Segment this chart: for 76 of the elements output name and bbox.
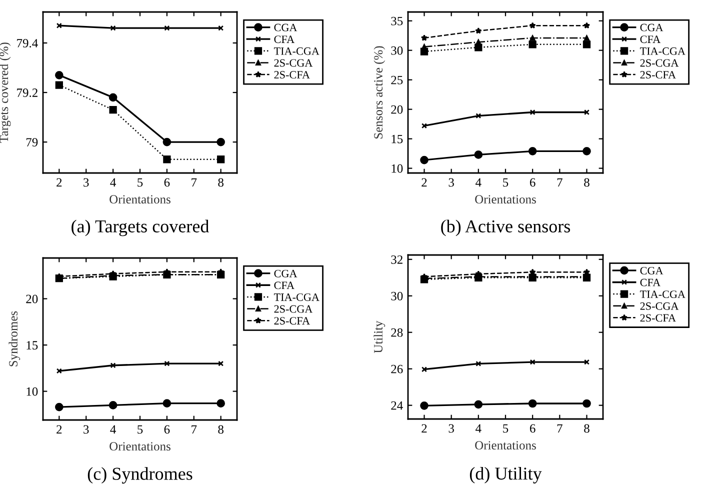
y-tick-label: 35 (391, 16, 403, 26)
legend-label: CFA (274, 282, 295, 290)
x-axis-title: Orientations (475, 195, 536, 204)
y-tick-label: 28 (391, 328, 403, 337)
x-tick-label: 7 (557, 424, 562, 433)
legend-label: 2S-CFA (640, 71, 676, 79)
y-tick-label: 32 (391, 255, 402, 264)
legend-label: 2S-CGA (640, 59, 679, 67)
legend-label: 2S-CFA (640, 314, 676, 322)
legend-label: 2S-CFA (274, 71, 310, 79)
x-tick-label: 8 (584, 424, 590, 433)
text: (d) Utility (470, 467, 542, 484)
y-tick-label: 25 (391, 76, 403, 84)
y-tick-label: 10 (392, 164, 403, 173)
legend-label: 2S-CFA (274, 317, 310, 325)
legend-label: CFA (640, 278, 661, 286)
x-tick-label: 4 (476, 178, 482, 187)
x-tick-label: 2 (56, 425, 62, 434)
x-tick-label: 3 (84, 178, 89, 187)
y-tick-label: 24 (391, 401, 403, 410)
x-tick-label: 6 (530, 178, 536, 187)
text: (a) Targets covered (72, 220, 210, 236)
x-axis-title: Orientations (110, 442, 170, 451)
y-tick-label: 15 (26, 341, 38, 350)
legend-label: 2S-CGA (274, 305, 313, 313)
x-tick-label: 7 (192, 425, 197, 434)
x-tick-label: 2 (56, 178, 62, 187)
legend-label: TIA-CGA (274, 47, 320, 55)
x-tick-label: 5 (138, 425, 143, 434)
y-tick-label: 79 (26, 138, 38, 146)
legend-label: CGA (640, 24, 664, 32)
y-tick-label: 79.2 (17, 88, 38, 98)
x-tick-label: 4 (110, 178, 116, 187)
x-tick-label: 6 (164, 178, 170, 187)
legend-label: CGA (274, 270, 298, 278)
legend-label: CGA (274, 24, 298, 32)
x-tick-label: 7 (557, 178, 562, 187)
x-tick-label: 7 (192, 178, 197, 187)
y-tick-label: 30 (391, 292, 403, 300)
y-axis-title: Syndromes (8, 311, 20, 366)
legend-label: CGA (640, 266, 664, 274)
y-axis-title: Sensors active (%) (374, 46, 386, 139)
y-tick-label: 20 (26, 294, 38, 304)
y-tick-label: 79.4 (17, 39, 38, 48)
x-axis-title: Orientations (110, 195, 170, 204)
x-tick-label: 3 (448, 424, 454, 433)
legend-label: TIA-CGA (640, 290, 686, 298)
y-tick-label: 26 (391, 364, 403, 374)
legend-label: CFA (640, 36, 661, 44)
x-tick-label: 6 (530, 424, 536, 433)
x-tick-label: 2 (422, 178, 427, 187)
legend-label: TIA-CGA (640, 47, 686, 55)
y-tick-label: 10 (26, 387, 38, 396)
x-tick-label: 6 (164, 425, 170, 434)
y-axis-title: Utility (374, 320, 386, 354)
x-tick-label: 8 (218, 425, 224, 434)
x-tick-label: 8 (218, 178, 224, 187)
x-tick-label: 4 (476, 424, 482, 433)
x-tick-label: 3 (448, 178, 454, 187)
x-tick-label: 5 (503, 424, 508, 433)
text: (c) Syndromes (88, 467, 192, 484)
x-tick-label: 4 (110, 425, 116, 434)
text: (b) Active sensors (441, 220, 570, 236)
y-tick-label: 20 (391, 105, 403, 114)
x-axis-title: Orientations (475, 441, 536, 450)
x-tick-label: 5 (503, 178, 508, 187)
legend-label: 2S-CGA (640, 302, 679, 310)
x-tick-label: 3 (84, 425, 89, 434)
legend-label: CFA (274, 36, 295, 44)
y-tick-label: 15 (392, 134, 403, 144)
x-tick-label: 8 (584, 178, 590, 187)
legend-label: TIA-CGA (274, 293, 320, 301)
x-tick-label: 2 (422, 424, 427, 433)
x-tick-label: 5 (138, 178, 143, 187)
legend-label: 2S-CGA (274, 59, 313, 67)
y-tick-label: 30 (391, 46, 403, 55)
